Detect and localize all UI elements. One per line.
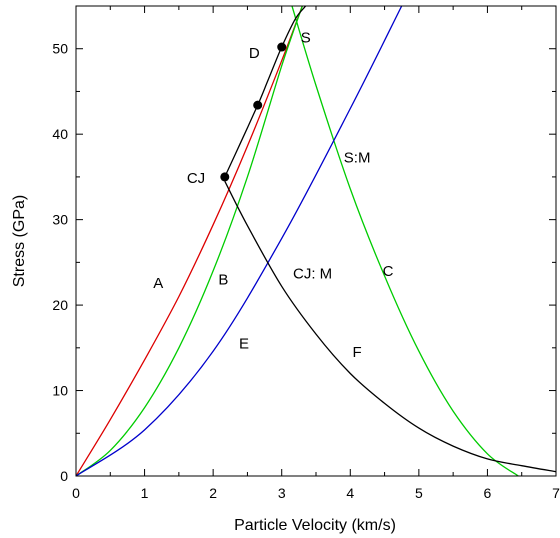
x-tick-label: 6 (484, 485, 492, 501)
x-tick-label: 0 (72, 485, 80, 501)
series-c-line (291, 6, 519, 476)
annotation-s: S (301, 30, 311, 47)
axes: 0 1 2 3 4 5 6 7 0 10 20 30 40 50 (52, 5, 560, 501)
y-tick-label: 20 (52, 297, 68, 313)
curves (76, 6, 556, 476)
annotation-cj-m: CJ: M (293, 265, 332, 282)
series-e-line (76, 6, 403, 476)
series-d-line (224, 6, 307, 178)
state-point-1 (220, 172, 230, 182)
annotation-a: A (153, 275, 163, 292)
series-a-line (76, 6, 303, 476)
annotation-c: C (383, 263, 394, 280)
plot-frame (75, 5, 557, 477)
y-tick-label: 40 (52, 126, 68, 142)
plot-area: A B C D E F S S:M CJ: M CJ (76, 6, 556, 476)
annotation-f: F (353, 344, 362, 361)
annotation-b: B (218, 271, 228, 288)
series-f-line (224, 180, 556, 473)
x-tick-label: 7 (552, 485, 560, 501)
annotation-e: E (239, 336, 249, 353)
x-axis-label: Particle Velocity (km/s) (234, 517, 396, 534)
series-b-line (76, 6, 303, 476)
annotation-cj: CJ (187, 170, 205, 187)
y-tick-label: 0 (60, 468, 68, 484)
x-tick-label: 2 (209, 485, 217, 501)
annotation-d: D (249, 45, 260, 62)
state-point-2 (253, 100, 263, 110)
y-tick-label: 50 (52, 41, 68, 57)
state-point-3 (277, 42, 287, 52)
x-tick-label: 3 (278, 485, 286, 501)
x-tick-label: 1 (141, 485, 149, 501)
y-tick-label: 10 (52, 383, 68, 399)
y-tick-label: 30 (52, 212, 68, 228)
y-axis-label: Stress (GPa) (11, 195, 28, 287)
x-tick-label: 4 (346, 485, 354, 501)
annotation-s-m: S:M (344, 149, 371, 166)
x-tick-label: 5 (415, 485, 423, 501)
